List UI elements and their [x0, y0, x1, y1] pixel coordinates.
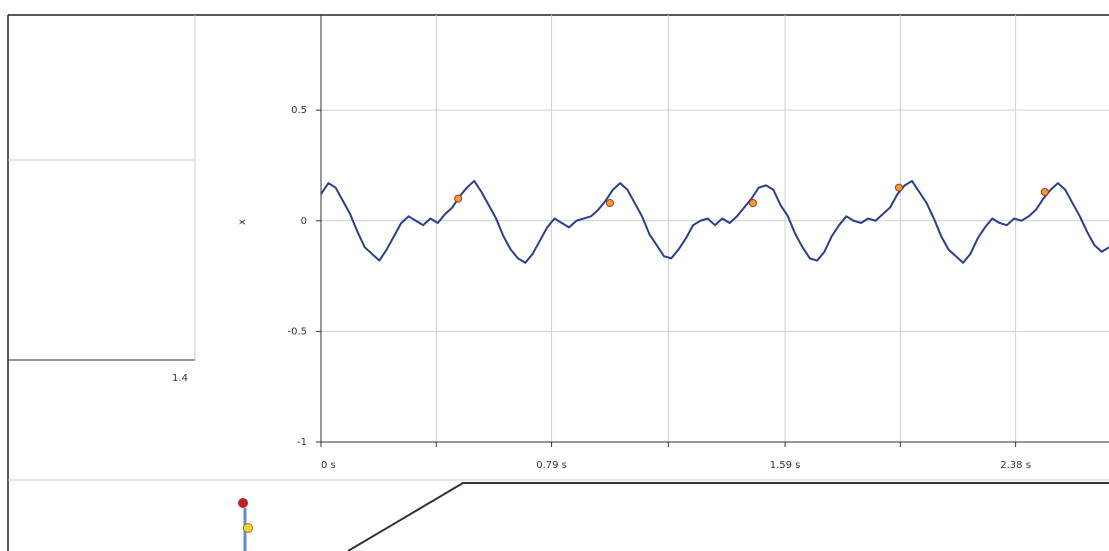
event-marker: [749, 200, 756, 207]
x-tick-label: 1.59 s: [770, 460, 801, 471]
y-tick-label: 0.5: [291, 105, 307, 116]
x-tick-label: 0.79 s: [536, 460, 567, 471]
y-tick-label: -0.5: [287, 326, 307, 337]
chart: 1.4 x -1 -0.5 0 0.5 0 s 0.79 s 1.59 s 2.38 s: [0, 0, 1109, 551]
figure-head: [238, 498, 248, 508]
figure-joint: [244, 524, 253, 533]
event-marker: [606, 200, 613, 207]
page: 1.4 x -1-0.500.50 s0.79 s1.59 s2.38 s ((…: [0, 0, 1109, 551]
x-tick-label: 2.38 s: [1000, 460, 1031, 471]
y-tick-label: -1: [297, 437, 307, 448]
event-marker: [895, 184, 902, 191]
event-marker: [455, 195, 462, 202]
left-panel-tick-label: 1.4: [172, 373, 188, 384]
y-tick-label: 0: [301, 216, 307, 227]
y-axis-label: x: [237, 219, 248, 225]
x-tick-label: 0 s: [321, 460, 336, 471]
event-marker: [1041, 188, 1048, 195]
